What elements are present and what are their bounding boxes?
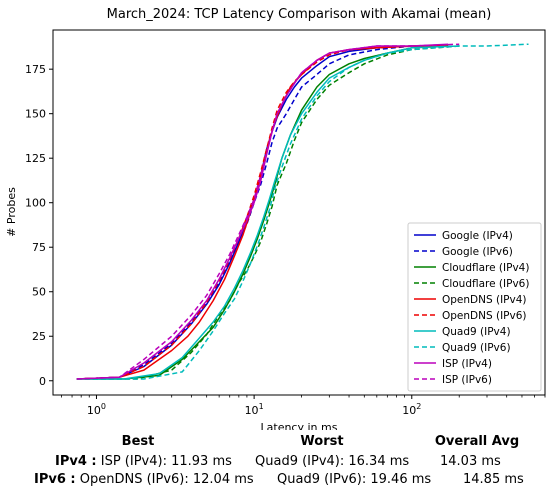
y-tick-label-6: 150	[25, 108, 46, 121]
worst-header: Worst	[300, 434, 344, 449]
legend-label-9: ISP (IPv6)	[442, 374, 492, 386]
ipv6-label: IPv6 :	[34, 472, 76, 487]
y-axis-label: # Probes	[5, 187, 18, 237]
ipv6-avg: 14.85 ms	[463, 472, 524, 487]
legend-label-6: Quad9 (IPv4)	[442, 326, 511, 338]
series-line-9	[76, 43, 460, 380]
ipv6-worst: Quad9 (IPv6): 19.46 ms	[277, 472, 432, 487]
ipv6-summary-row: IPv6 : OpenDNS (IPv6): 12.04 ms	[34, 472, 254, 487]
y-axis-ticks: 0 25 50 75 100 125 150 175	[25, 63, 53, 388]
series-layer	[76, 43, 529, 380]
latency-chart: March_2024: TCP Latency Comparison with …	[5, 7, 546, 430]
y-tick-label-2: 50	[32, 286, 46, 299]
legend-label-1: Google (IPv6)	[442, 246, 513, 258]
series-line-2	[76, 45, 449, 380]
series-line-6	[76, 45, 460, 380]
legend-label-0: Google (IPv4)	[442, 230, 513, 242]
ipv4-worst: Quad9 (IPv4): 16.34 ms	[255, 454, 410, 469]
x-axis-ticks: 100 101 102	[61, 395, 546, 417]
latency-summary: Best Worst Overall Avg IPv4 : ISP (IPv4)…	[0, 426, 555, 496]
series-line-5	[76, 45, 449, 380]
series-line-1	[76, 45, 449, 380]
series-line-3	[76, 45, 460, 380]
x-tick-label-1: 101	[245, 402, 264, 417]
legend-label-3: Cloudflare (IPv6)	[442, 278, 529, 290]
legend-box	[407, 222, 542, 392]
ipv4-summary-row: IPv4 : ISP (IPv4): 11.93 ms	[55, 454, 232, 469]
y-tick-label-5: 125	[25, 152, 46, 165]
ipv4-label: IPv4 :	[55, 454, 97, 469]
best-header: Best	[121, 434, 155, 449]
x-axis-label: Latency in ms	[261, 421, 338, 430]
y-tick-label-0: 0	[39, 375, 46, 388]
legend-label-7: Quad9 (IPv6)	[442, 342, 511, 354]
y-tick-label-3: 75	[32, 241, 46, 254]
y-tick-label-1: 25	[32, 330, 46, 343]
x-tick-label-2: 102	[402, 402, 421, 417]
x-tick-label-0: 100	[87, 402, 106, 417]
legend-label-8: ISP (IPv4)	[442, 358, 492, 370]
ipv6-best: OpenDNS (IPv6): 12.04 ms	[79, 472, 254, 487]
legend-label-5: OpenDNS (IPv6)	[442, 310, 527, 322]
chart-legend: Google (IPv4) Google (IPv6) Cloudflare (IP…	[407, 222, 542, 392]
y-tick-label-7: 175	[25, 63, 46, 76]
legend-label-4: OpenDNS (IPv4)	[442, 294, 527, 306]
ipv4-best: ISP (IPv4): 11.93 ms	[100, 454, 232, 469]
legend-label-2: Cloudflare (IPv4)	[442, 262, 529, 274]
ipv4-avg: 14.03 ms	[440, 454, 501, 469]
y-tick-label-4: 100	[25, 197, 46, 210]
series-line-7	[76, 43, 529, 380]
overall-avg-header: Overall Avg	[434, 434, 520, 449]
chart-title: March_2024: TCP Latency Comparison with …	[107, 7, 492, 22]
